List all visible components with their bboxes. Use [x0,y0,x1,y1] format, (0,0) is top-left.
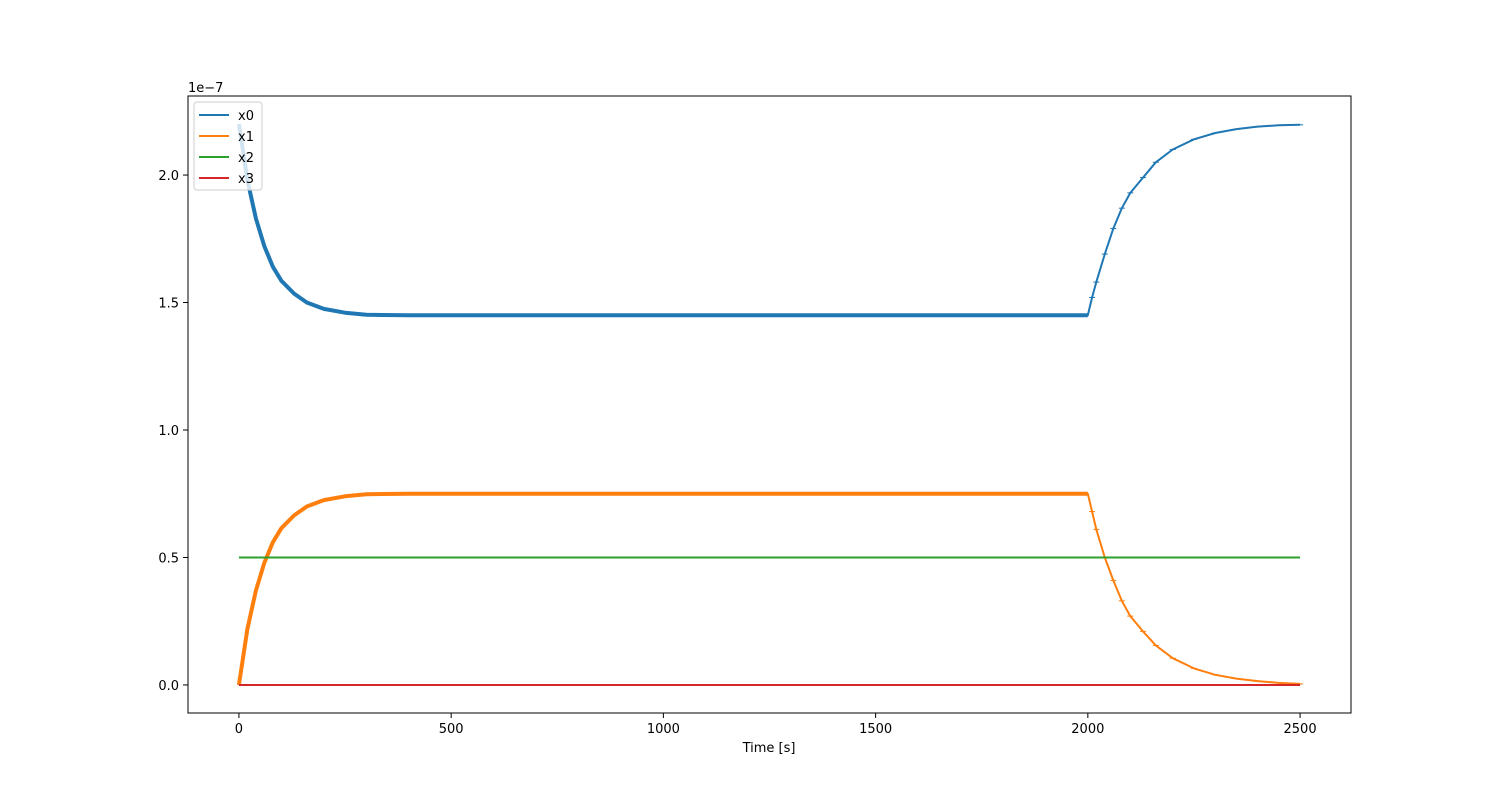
y-tick-label: 0.5 [158,551,179,566]
legend-label-x0: x0 [238,109,254,124]
legend-frame [193,101,263,191]
y-tick-label: 1.5 [158,297,179,312]
x-tick-label: 2500 [1284,722,1317,737]
x-tick-label: 1000 [647,722,680,737]
y-tick-label: 0.0 [158,679,179,694]
series-band-x1 [236,491,1088,686]
y-tick-label: 1.0 [158,424,179,439]
legend-label-x2: x2 [238,151,254,166]
x-axis: 0 500 1000 1500 2000 2500 [235,713,1317,737]
y-tick-label: 2.0 [158,169,179,184]
x-tick-label: 2000 [1071,722,1104,737]
legend-label-x1: x1 [238,130,254,145]
x-tick-label: 0 [235,722,243,737]
x-axis-label: Time [s] [742,741,796,756]
x-tick-label: 500 [439,722,464,737]
legend-label-x3: x3 [238,172,254,187]
axes-frame [187,95,1352,714]
series-layer [236,123,1304,686]
series-band-x0 [236,123,1088,318]
y-offset-label: 1e−7 [188,81,223,96]
y-axis: 0.0 0.5 1.0 1.5 2.0 [158,169,188,694]
x-tick-label: 1500 [859,722,892,737]
legend: x0 x1 x2 x3 [193,101,263,191]
